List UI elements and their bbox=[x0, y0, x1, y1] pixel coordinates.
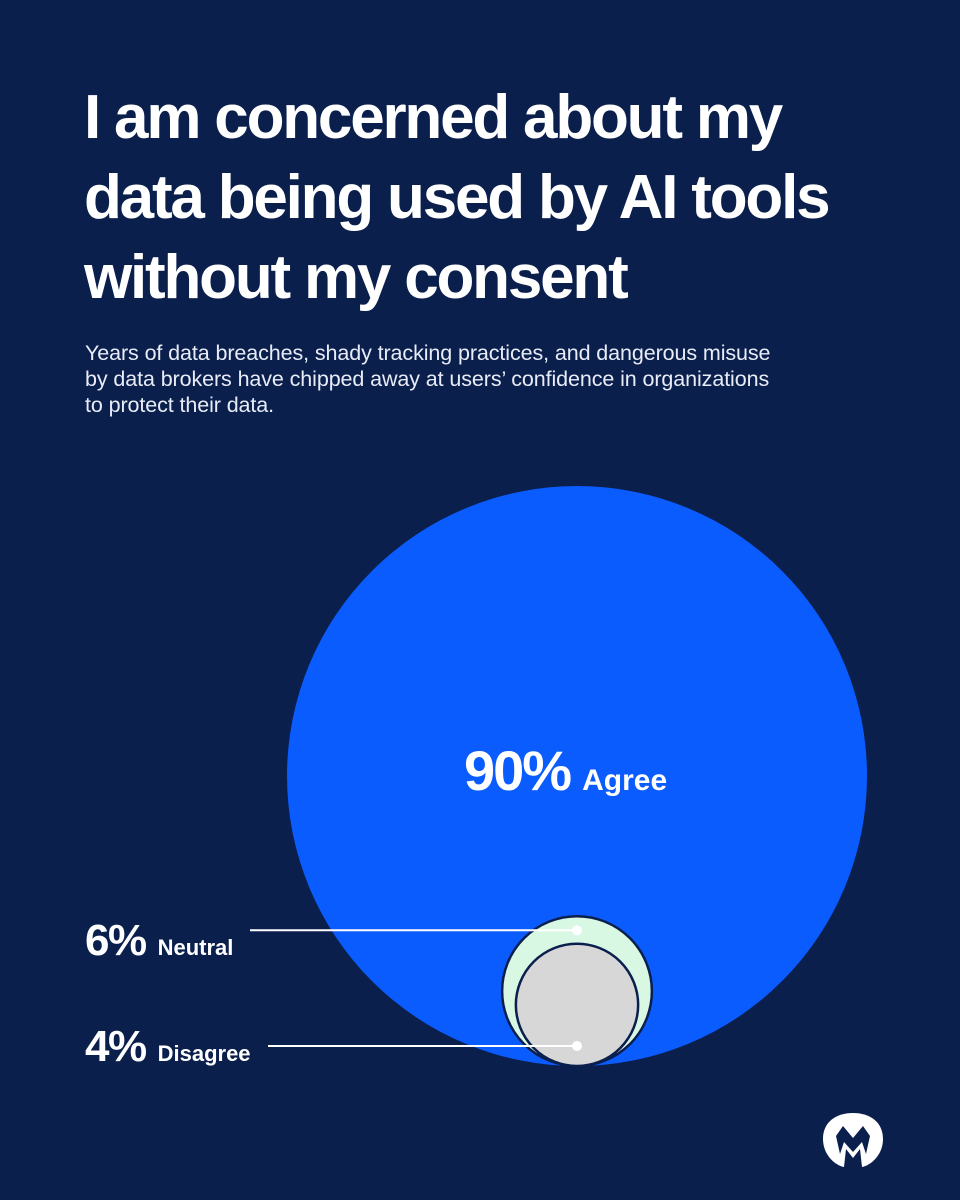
leader-dot-neutral bbox=[572, 925, 582, 936]
data-label-neutral: 6% Neutral bbox=[85, 916, 233, 966]
leader-dot-disagree bbox=[572, 1041, 582, 1051]
label-neutral: Neutral bbox=[157, 935, 234, 960]
value-neutral: 6% bbox=[85, 916, 147, 965]
bubble-agree bbox=[287, 486, 867, 1066]
label-disagree: Disagree bbox=[157, 1041, 251, 1066]
chart-subtitle: Years of data breaches, shady tracking p… bbox=[85, 341, 771, 417]
label-agree: Agree bbox=[582, 764, 668, 797]
malwarebytes-logo bbox=[823, 1113, 883, 1167]
chart-title: I am concerned about my data being used … bbox=[84, 83, 831, 312]
data-label-disagree: 4% Disagree bbox=[85, 1022, 251, 1072]
logo-mark bbox=[823, 1113, 883, 1167]
data-label-agree: 90% Agree bbox=[464, 738, 667, 803]
value-disagree: 4% bbox=[85, 1022, 147, 1071]
value-agree: 90% bbox=[464, 739, 572, 802]
bubble-disagree bbox=[514, 942, 640, 1068]
